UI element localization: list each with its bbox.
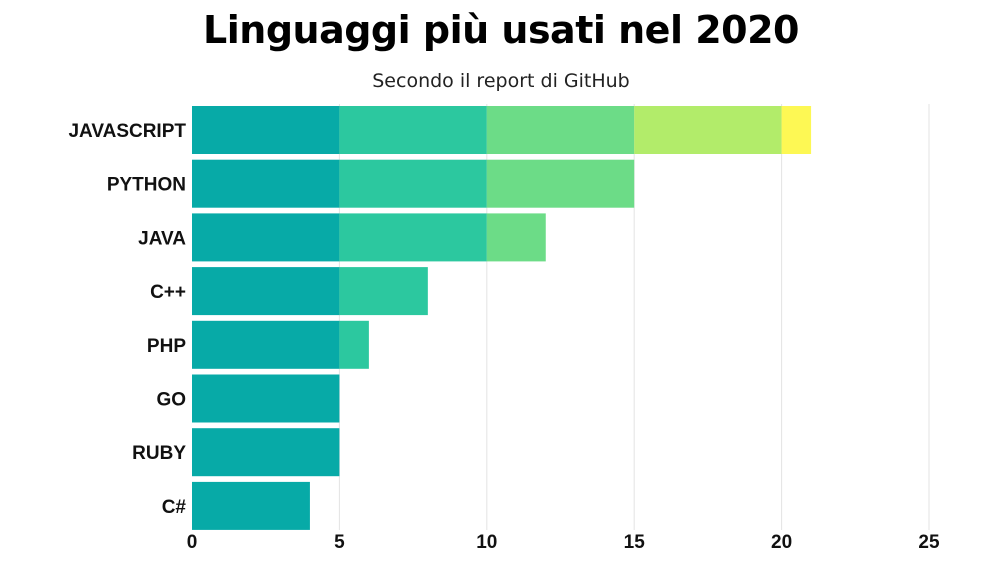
x-tick-label: 15 [624, 532, 646, 553]
bar-segment [192, 159, 340, 208]
x-tick-label: 0 [187, 532, 198, 553]
bar [192, 213, 546, 262]
bar [192, 481, 310, 530]
bar-segment [192, 428, 340, 477]
bar-segment [634, 106, 782, 154]
bar-segment [192, 320, 340, 369]
x-tick-label: 5 [334, 532, 345, 553]
x-tick-label: 10 [476, 532, 497, 553]
x-tick-label: 25 [918, 532, 940, 553]
category-label: JAVA [138, 228, 186, 249]
x-axis-ticks: 0 5 10 15 20 25 [187, 532, 940, 553]
category-label: JAVASCRIPT [68, 121, 186, 142]
bar-segment [486, 159, 635, 208]
bar [192, 320, 369, 369]
chart-subtitle: Secondo il report di GitHub [372, 70, 630, 92]
bar [192, 159, 635, 208]
bar-segment [192, 213, 340, 262]
bar-segment [781, 106, 812, 154]
category-label: C++ [150, 282, 186, 303]
bar-segment [486, 213, 546, 262]
bar-segment [339, 106, 487, 154]
category-label: GO [156, 390, 186, 411]
bar [192, 428, 340, 477]
bar-segment [192, 481, 310, 530]
bar-segment [486, 106, 635, 154]
category-label: C# [162, 497, 187, 518]
bar-segment [339, 213, 487, 262]
category-label: RUBY [132, 443, 186, 464]
bar-segment [192, 267, 340, 316]
category-label: PHP [147, 336, 186, 357]
x-tick-label: 20 [771, 532, 792, 553]
bar [192, 267, 428, 316]
bar-segment [192, 374, 340, 423]
bar-segment [339, 267, 428, 316]
bar-segment [339, 159, 487, 208]
category-label: PYTHON [107, 175, 186, 196]
bars [192, 106, 812, 530]
chart-title: Linguaggi più usati nel 2020 [203, 8, 799, 52]
bar [192, 106, 812, 154]
bar [192, 374, 340, 423]
bar-segment [339, 320, 369, 369]
bar-segment [192, 106, 340, 154]
category-labels: JAVASCRIPT PYTHON JAVA C++ PHP GO RUBY C# [68, 121, 186, 518]
